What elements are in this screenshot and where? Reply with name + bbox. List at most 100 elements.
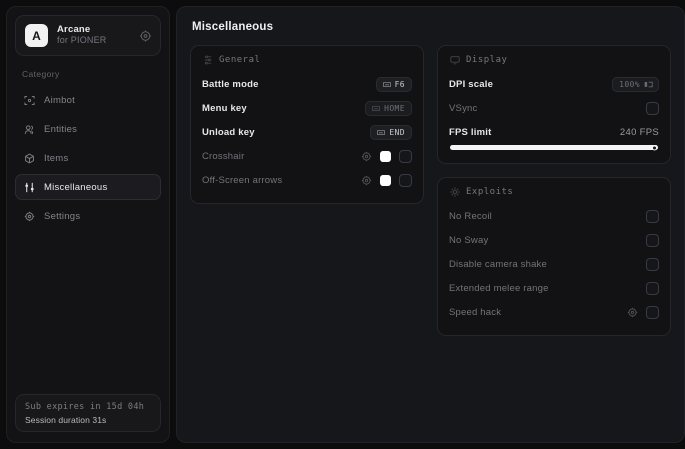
sidebar-item-aimbot[interactable]: Aimbot [15, 87, 161, 113]
avatar: A [25, 24, 48, 47]
checkbox-offscreen-arrows[interactable] [399, 173, 412, 187]
row-label: Speed hack [449, 306, 502, 318]
dpi-scale-badge[interactable]: 100% [612, 76, 659, 92]
sidebar-nav: Aimbot Entities Items [15, 87, 161, 229]
left-column: General Battle mode F6 Menu ke [190, 45, 424, 204]
keybind-value: F6 [394, 79, 405, 89]
cards-columns: General Battle mode F6 Menu ke [190, 45, 671, 336]
color-swatch-offscreen-arrows[interactable] [380, 174, 391, 186]
row-label: Battle mode [202, 78, 259, 90]
sidebar-item-settings[interactable]: Settings [15, 203, 161, 229]
sliders-icon [203, 55, 213, 65]
dpi-scale-value: 100% [619, 79, 640, 89]
checkbox-vsync[interactable] [646, 101, 659, 115]
sidebar-item-entities[interactable]: Entities [15, 116, 161, 142]
row-label: No Sway [449, 234, 489, 246]
row-label: Off-Screen arrows [202, 174, 283, 186]
row-fps-limit: FPS limit 240 FPS [449, 120, 659, 144]
sliders-icon [24, 182, 35, 193]
row-dpi-scale: DPI scale 100% [449, 72, 659, 96]
keybind-value: HOME [384, 103, 405, 113]
card-header: Display [449, 55, 659, 65]
gear-icon[interactable] [627, 307, 638, 318]
card-title: Display [466, 55, 508, 65]
card-header: General [202, 55, 412, 65]
sidebar-item-miscellaneous[interactable]: Miscellaneous [15, 174, 161, 200]
subscription-status: Sub expires in 15d 04h [25, 402, 145, 412]
session-duration: Session duration 31s [25, 415, 107, 425]
keybind-value: END [389, 127, 405, 137]
category-label: Category [22, 69, 60, 79]
row-no-recoil: No Recoil [449, 204, 659, 228]
keyboard-icon [382, 81, 391, 88]
gear-icon[interactable] [139, 29, 152, 42]
keybind-badge-battle-mode[interactable]: F6 [375, 76, 412, 92]
row-unload-key: Unload key END [202, 120, 412, 144]
sidebar-item-label: Settings [44, 210, 81, 222]
monitor-icon [450, 55, 460, 65]
row-offscreen-arrows: Off-Screen arrows [202, 168, 412, 192]
sidebar-item-label: Entities [44, 123, 78, 135]
checkbox-disable-camera-shake[interactable] [646, 257, 659, 271]
card-exploits: Exploits No Recoil No Sway Disable camer… [437, 177, 671, 336]
row-label: No Recoil [449, 210, 492, 222]
card-display: Display DPI scale 100% VSync [437, 45, 671, 164]
keybind-badge-menu-key[interactable]: HOME [365, 100, 412, 116]
row-label: Extended melee range [449, 282, 549, 294]
row-label: Disable camera shake [449, 258, 547, 270]
keyboard-icon [377, 129, 386, 136]
expand-icon [644, 81, 653, 88]
sidebar-item-items[interactable]: Items [15, 145, 161, 171]
checkbox-extended-melee-range[interactable] [646, 281, 659, 295]
row-crosshair: Crosshair [202, 144, 412, 168]
gear-icon [24, 211, 35, 222]
row-label: Unload key [202, 126, 255, 138]
row-menu-key: Menu key HOME [202, 96, 412, 120]
right-column: Display DPI scale 100% VSync [437, 45, 671, 336]
keybind-badge-unload-key[interactable]: END [370, 124, 412, 140]
sidebar-item-label: Items [44, 152, 69, 164]
row-no-sway: No Sway [449, 228, 659, 252]
crosshair-frame-icon [24, 95, 35, 106]
row-speed-hack: Speed hack [449, 300, 659, 324]
sidebar-item-label: Aimbot [44, 94, 76, 106]
fps-limit-value: 240 FPS [619, 126, 659, 138]
row-label: DPI scale [449, 78, 494, 90]
slider-fps-limit[interactable] [450, 145, 658, 150]
row-extended-melee-range: Extended melee range [449, 276, 659, 300]
card-general: General Battle mode F6 Menu ke [190, 45, 424, 204]
card-title: General [219, 55, 261, 65]
page-title: Miscellaneous [192, 21, 274, 33]
sidebar: A Arcane for PIONER Category [6, 6, 170, 443]
profile-text: Arcane for PIONER [57, 23, 107, 46]
slider-fill [450, 145, 658, 150]
checkbox-speed-hack[interactable] [646, 305, 659, 319]
card-header: Exploits [449, 187, 659, 197]
row-label: FPS limit [449, 126, 492, 138]
color-swatch-crosshair[interactable] [380, 150, 391, 162]
checkbox-crosshair[interactable] [399, 149, 412, 163]
row-vsync: VSync [449, 96, 659, 120]
profile-subtitle: for PIONER [57, 35, 107, 46]
sidebar-item-label: Miscellaneous [44, 181, 108, 193]
row-label: Crosshair [202, 150, 245, 162]
box-icon [24, 153, 35, 164]
profile-name: Arcane [57, 23, 91, 35]
gear-icon[interactable] [361, 151, 372, 162]
spark-icon [450, 187, 460, 197]
gear-icon[interactable] [361, 175, 372, 186]
row-label: Menu key [202, 102, 247, 114]
main-panel: Miscellaneous General [176, 6, 685, 443]
people-icon [24, 124, 35, 135]
row-disable-camera-shake: Disable camera shake [449, 252, 659, 276]
row-battle-mode: Battle mode F6 [202, 72, 412, 96]
checkbox-no-sway[interactable] [646, 233, 659, 247]
sidebar-footer: Sub expires in 15d 04h Session duration … [15, 394, 161, 432]
row-label: VSync [449, 102, 478, 114]
profile-card[interactable]: A Arcane for PIONER [15, 15, 161, 56]
slider-knob[interactable] [652, 145, 657, 150]
checkbox-no-recoil[interactable] [646, 209, 659, 223]
keyboard-icon [372, 105, 381, 112]
card-title: Exploits [466, 187, 514, 197]
